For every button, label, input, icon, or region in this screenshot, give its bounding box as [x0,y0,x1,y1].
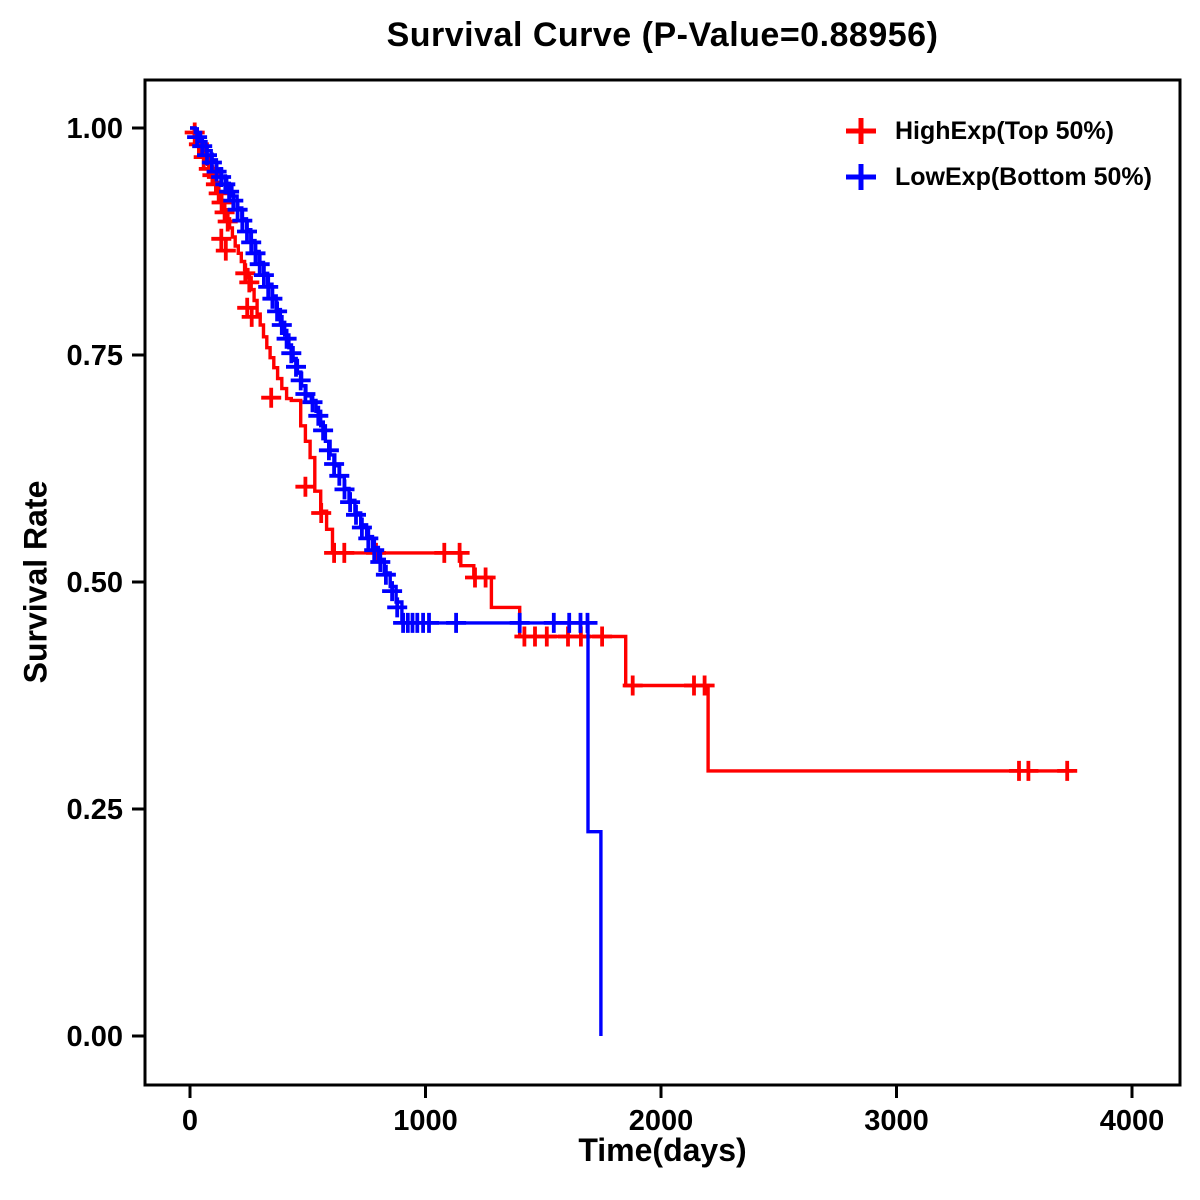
lowexp-censor-plus-icon [846,164,876,190]
y-tick-label: 0.25 [67,794,123,826]
legend: HighExp(Top 50%) LowExp(Bottom 50%) [843,116,1152,192]
highexp-censor-plus-icon [846,118,876,144]
chart-title: Survival Curve (P-Value=0.88956) [386,16,939,54]
x-tick-label: 1000 [393,1105,458,1137]
y-tick-label: 0.50 [67,567,123,599]
y-tick-label: 0.00 [67,1021,123,1053]
y-tick-label: 1.00 [67,113,123,145]
plot-border [143,78,1182,1087]
x-tick-label: 0 [182,1105,198,1137]
x-tick-label: 3000 [864,1105,929,1137]
x-axis-title: Time(days) [578,1132,747,1168]
x-tick-label: 4000 [1100,1105,1165,1137]
x-tick-label: 2000 [629,1105,694,1137]
y-tick-label: 0.75 [67,340,123,372]
legend-item-highexp: HighExp(Top 50%) [843,116,1152,146]
legend-item-lowexp: LowExp(Bottom 50%) [843,162,1152,192]
legend-label-highexp: HighExp(Top 50%) [895,116,1114,145]
legend-label-lowexp: LowExp(Bottom 50%) [895,162,1152,191]
series-highexp-censor-marks [184,122,1078,781]
series-lowexp-censor-marks [187,127,598,633]
